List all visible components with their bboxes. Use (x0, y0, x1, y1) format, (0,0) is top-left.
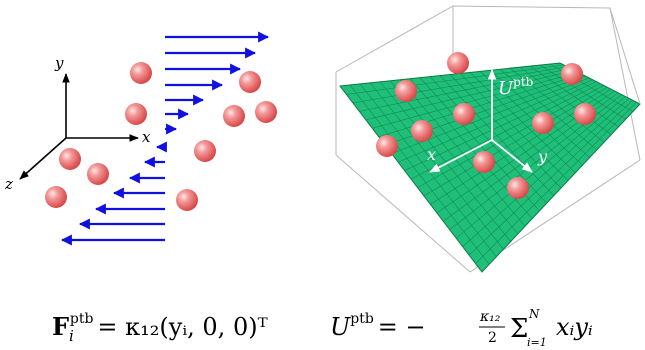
particle (223, 105, 245, 127)
y-axis-label: y (537, 147, 548, 166)
potential-superscript: ptb (350, 311, 374, 327)
potential-rhs-prefix: = − (378, 313, 426, 341)
sum-symbol: Σ (510, 314, 528, 344)
potential-formula: Uptb = − κ₁₂ 2 Σ N i=1 xᵢyᵢ (330, 307, 593, 349)
particle (194, 140, 216, 162)
y-axis-label: y (54, 54, 64, 72)
fraction-numerator: κ₁₂ (479, 309, 501, 325)
right-panel: Uptb x y Uptb = − κ₁₂ 2 Σ N i=1 (330, 5, 641, 349)
force-superscript: ptb (70, 311, 94, 327)
z-axis-arrow (19, 137, 67, 180)
particle (45, 186, 67, 208)
particle (507, 177, 529, 199)
force-symbol: F (52, 312, 69, 341)
x-axis-label: x (427, 145, 436, 164)
x-axis-label: x (142, 128, 151, 146)
particle (376, 135, 398, 157)
particle (561, 63, 583, 85)
fraction-denominator: 2 (488, 330, 497, 346)
particle (532, 112, 554, 134)
sum-upper-limit: N (528, 307, 540, 321)
sum-body: xᵢyᵢ (556, 313, 593, 341)
particle (447, 52, 469, 74)
particle (395, 80, 417, 102)
force-formula: Fiptb = κ₁₂(yᵢ, 0, 0)ᵀ (52, 311, 268, 345)
particle (130, 62, 152, 84)
potential-symbol: U (330, 313, 351, 341)
sum-lower-limit: i=1 (527, 336, 547, 349)
particle (125, 103, 147, 125)
left-axes: y x z (4, 54, 151, 193)
particle (87, 163, 109, 185)
left-particles (45, 62, 277, 211)
u-axis-label: Uptb (498, 75, 534, 99)
svg-text:Uptb= −: Uptb = − (330, 311, 426, 341)
particle (255, 101, 277, 123)
z-axis-label: z (4, 175, 13, 193)
x-axis-arrow (429, 139, 493, 173)
right-axes (429, 68, 533, 173)
particle (239, 71, 261, 93)
right-particles (376, 52, 596, 199)
particle (473, 151, 495, 173)
force-subscript: i (69, 327, 74, 345)
shear-velocity-arrows (60, 31, 270, 246)
particle (59, 148, 81, 170)
particle (453, 103, 475, 125)
y-axis-arrow (491, 139, 533, 173)
bounding-box-front (609, 7, 641, 105)
force-rhs: = κ₁₂(yᵢ, 0, 0)ᵀ (97, 313, 267, 341)
left-panel: y x z (4, 31, 277, 345)
particle (176, 189, 198, 211)
particle (574, 103, 596, 125)
particle (411, 120, 433, 142)
